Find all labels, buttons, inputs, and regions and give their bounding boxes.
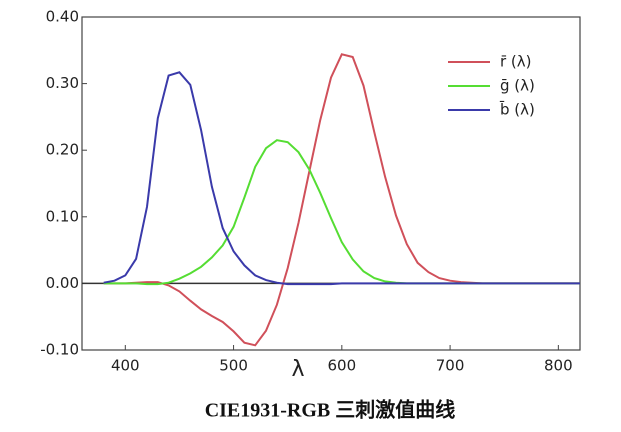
x-axis-label: λ — [291, 357, 304, 382]
y-tick-label: 0.10 — [46, 207, 79, 225]
y-tick-label: 0.30 — [46, 74, 79, 92]
legend-label: r̄ (λ) — [500, 53, 532, 71]
chart-title: CIE1931-RGB 三刺激值曲线 — [205, 398, 456, 422]
plot-frame — [81, 16, 581, 351]
y-tick-label: 0.20 — [46, 141, 79, 159]
y-tick-label: 0.00 — [46, 274, 79, 292]
series-line — [103, 71, 580, 286]
legend-label: ḡ (λ) — [500, 77, 535, 95]
x-tick-label: 400 — [111, 357, 140, 375]
x-tick-label: 800 — [544, 357, 573, 375]
x-tick-label: 500 — [219, 357, 248, 375]
legend-label: b̄ (λ) — [500, 100, 535, 119]
x-tick-label: 600 — [328, 357, 357, 375]
y-tick-label: -0.10 — [40, 341, 79, 359]
y-tick-label: 0.40 — [46, 8, 79, 26]
x-tick-label: 700 — [436, 357, 465, 375]
